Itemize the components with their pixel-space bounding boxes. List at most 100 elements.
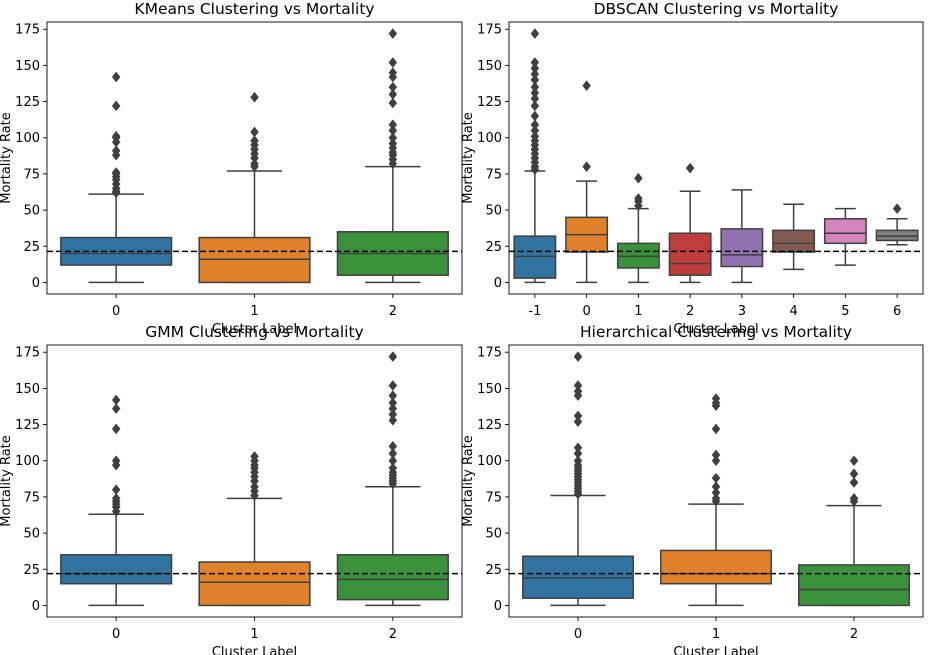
x-tick-label: 1 <box>712 627 720 642</box>
outlier-point <box>111 167 121 178</box>
y-tick-label: 100 <box>477 454 502 469</box>
chart-title: DBSCAN Clustering vs Mortality <box>594 0 839 18</box>
box-1 <box>616 172 660 284</box>
y-tick-label: 25 <box>485 563 502 578</box>
outlier-point <box>573 442 583 454</box>
x-tick-label: 3 <box>738 304 746 319</box>
box-1 <box>198 91 311 284</box>
x-axis-label: Cluster Label <box>673 322 758 337</box>
outlier-point <box>849 468 859 480</box>
outlier-point <box>388 390 398 402</box>
y-tick-label: 50 <box>485 204 502 219</box>
outlier-point <box>388 351 398 362</box>
box--1 <box>513 28 557 284</box>
box-2 <box>668 162 712 284</box>
outlier-point <box>388 380 398 391</box>
y-tick-label: 0 <box>32 599 40 614</box>
y-tick-label: 150 <box>477 59 502 74</box>
outlier-point <box>250 91 259 103</box>
y-tick-label: 125 <box>15 418 40 433</box>
x-axis-label: Cluster Label <box>212 645 297 655</box>
y-tick-label: 175 <box>15 23 40 38</box>
outlier-point <box>530 62 540 74</box>
x-tick-label: 2 <box>389 304 397 319</box>
chart-title: GMM Clustering vs Mortality <box>145 323 363 341</box>
outlier-point <box>849 477 859 488</box>
y-tick-label: 100 <box>15 454 40 469</box>
x-tick-label: 2 <box>389 627 397 642</box>
x-tick-label: 0 <box>112 627 120 642</box>
outlier-point <box>530 57 540 68</box>
x-tick-label: 1 <box>250 304 258 319</box>
x-axis-label: Cluster Label <box>212 322 297 337</box>
outlier-point <box>111 71 121 83</box>
box-1 <box>198 451 311 607</box>
x-tick-label: 2 <box>686 304 694 319</box>
box-body <box>660 549 772 585</box>
outlier-point <box>573 416 583 428</box>
outlier-point <box>388 97 398 109</box>
outlier-point <box>892 203 902 215</box>
outlier-point <box>111 492 121 504</box>
y-tick-label: 175 <box>477 346 502 361</box>
outlier-point <box>711 423 721 435</box>
box-body <box>198 561 311 607</box>
outlier-point <box>849 492 859 504</box>
y-tick-label: 0 <box>494 276 502 291</box>
x-tick-label: 1 <box>250 627 258 642</box>
y-tick-label: 100 <box>15 131 40 146</box>
outlier-point <box>388 397 398 409</box>
box-0 <box>565 80 609 284</box>
box-0 <box>60 394 173 607</box>
y-tick-label: 125 <box>15 95 40 110</box>
outlier-point <box>711 487 721 498</box>
outlier-point <box>711 393 721 404</box>
box-2 <box>336 28 449 284</box>
box-0 <box>522 351 634 607</box>
chart-title: KMeans Clustering vs Mortality <box>134 0 374 18</box>
outlier-point <box>250 481 259 493</box>
outlier-point <box>711 449 721 461</box>
outlier-point <box>250 451 259 462</box>
box-body <box>798 564 910 607</box>
outlier-point <box>711 492 721 504</box>
outlier-point <box>573 410 583 422</box>
outlier-point <box>530 28 540 39</box>
outlier-point <box>111 145 121 157</box>
outlier-point <box>573 351 583 362</box>
x-axis-label: Cluster Label <box>673 645 758 655</box>
outlier-point <box>634 193 643 204</box>
y-tick-label: 150 <box>15 59 40 74</box>
y-tick-label: 25 <box>23 563 40 578</box>
y-tick-label: 0 <box>32 276 40 291</box>
box-body <box>772 229 816 253</box>
y-tick-label: 25 <box>23 240 40 255</box>
outlier-point <box>530 110 540 122</box>
outlier-point <box>250 135 259 147</box>
box-body <box>823 218 867 245</box>
y-tick-label: 75 <box>485 490 502 505</box>
outlier-point <box>530 87 540 99</box>
x-tick-label: -1 <box>528 304 541 319</box>
chart-panel-2: 0 25 50 75 100 125 150 175 0 1 2 Cluster Label Morta… <box>0 323 463 655</box>
x-tick-label: 1 <box>634 304 642 319</box>
x-tick-label: 4 <box>789 304 797 319</box>
x-tick-label: 5 <box>841 304 849 319</box>
y-tick-label: 125 <box>477 95 502 110</box>
outlier-point <box>388 440 398 452</box>
outlier-point <box>250 158 259 170</box>
box-3 <box>720 189 764 284</box>
y-tick-label: 175 <box>477 23 502 38</box>
y-tick-label: 175 <box>15 346 40 361</box>
y-tick-label: 150 <box>15 382 40 397</box>
outlier-point <box>530 74 540 86</box>
box-1 <box>660 393 772 607</box>
outlier-point <box>388 81 398 93</box>
outlier-point <box>388 28 398 39</box>
y-tick-label: 100 <box>477 131 502 146</box>
box-body <box>668 232 712 276</box>
box-5 <box>823 207 867 266</box>
outlier-point <box>388 132 398 144</box>
outlier-point <box>388 448 398 459</box>
outlier-point <box>388 409 398 420</box>
